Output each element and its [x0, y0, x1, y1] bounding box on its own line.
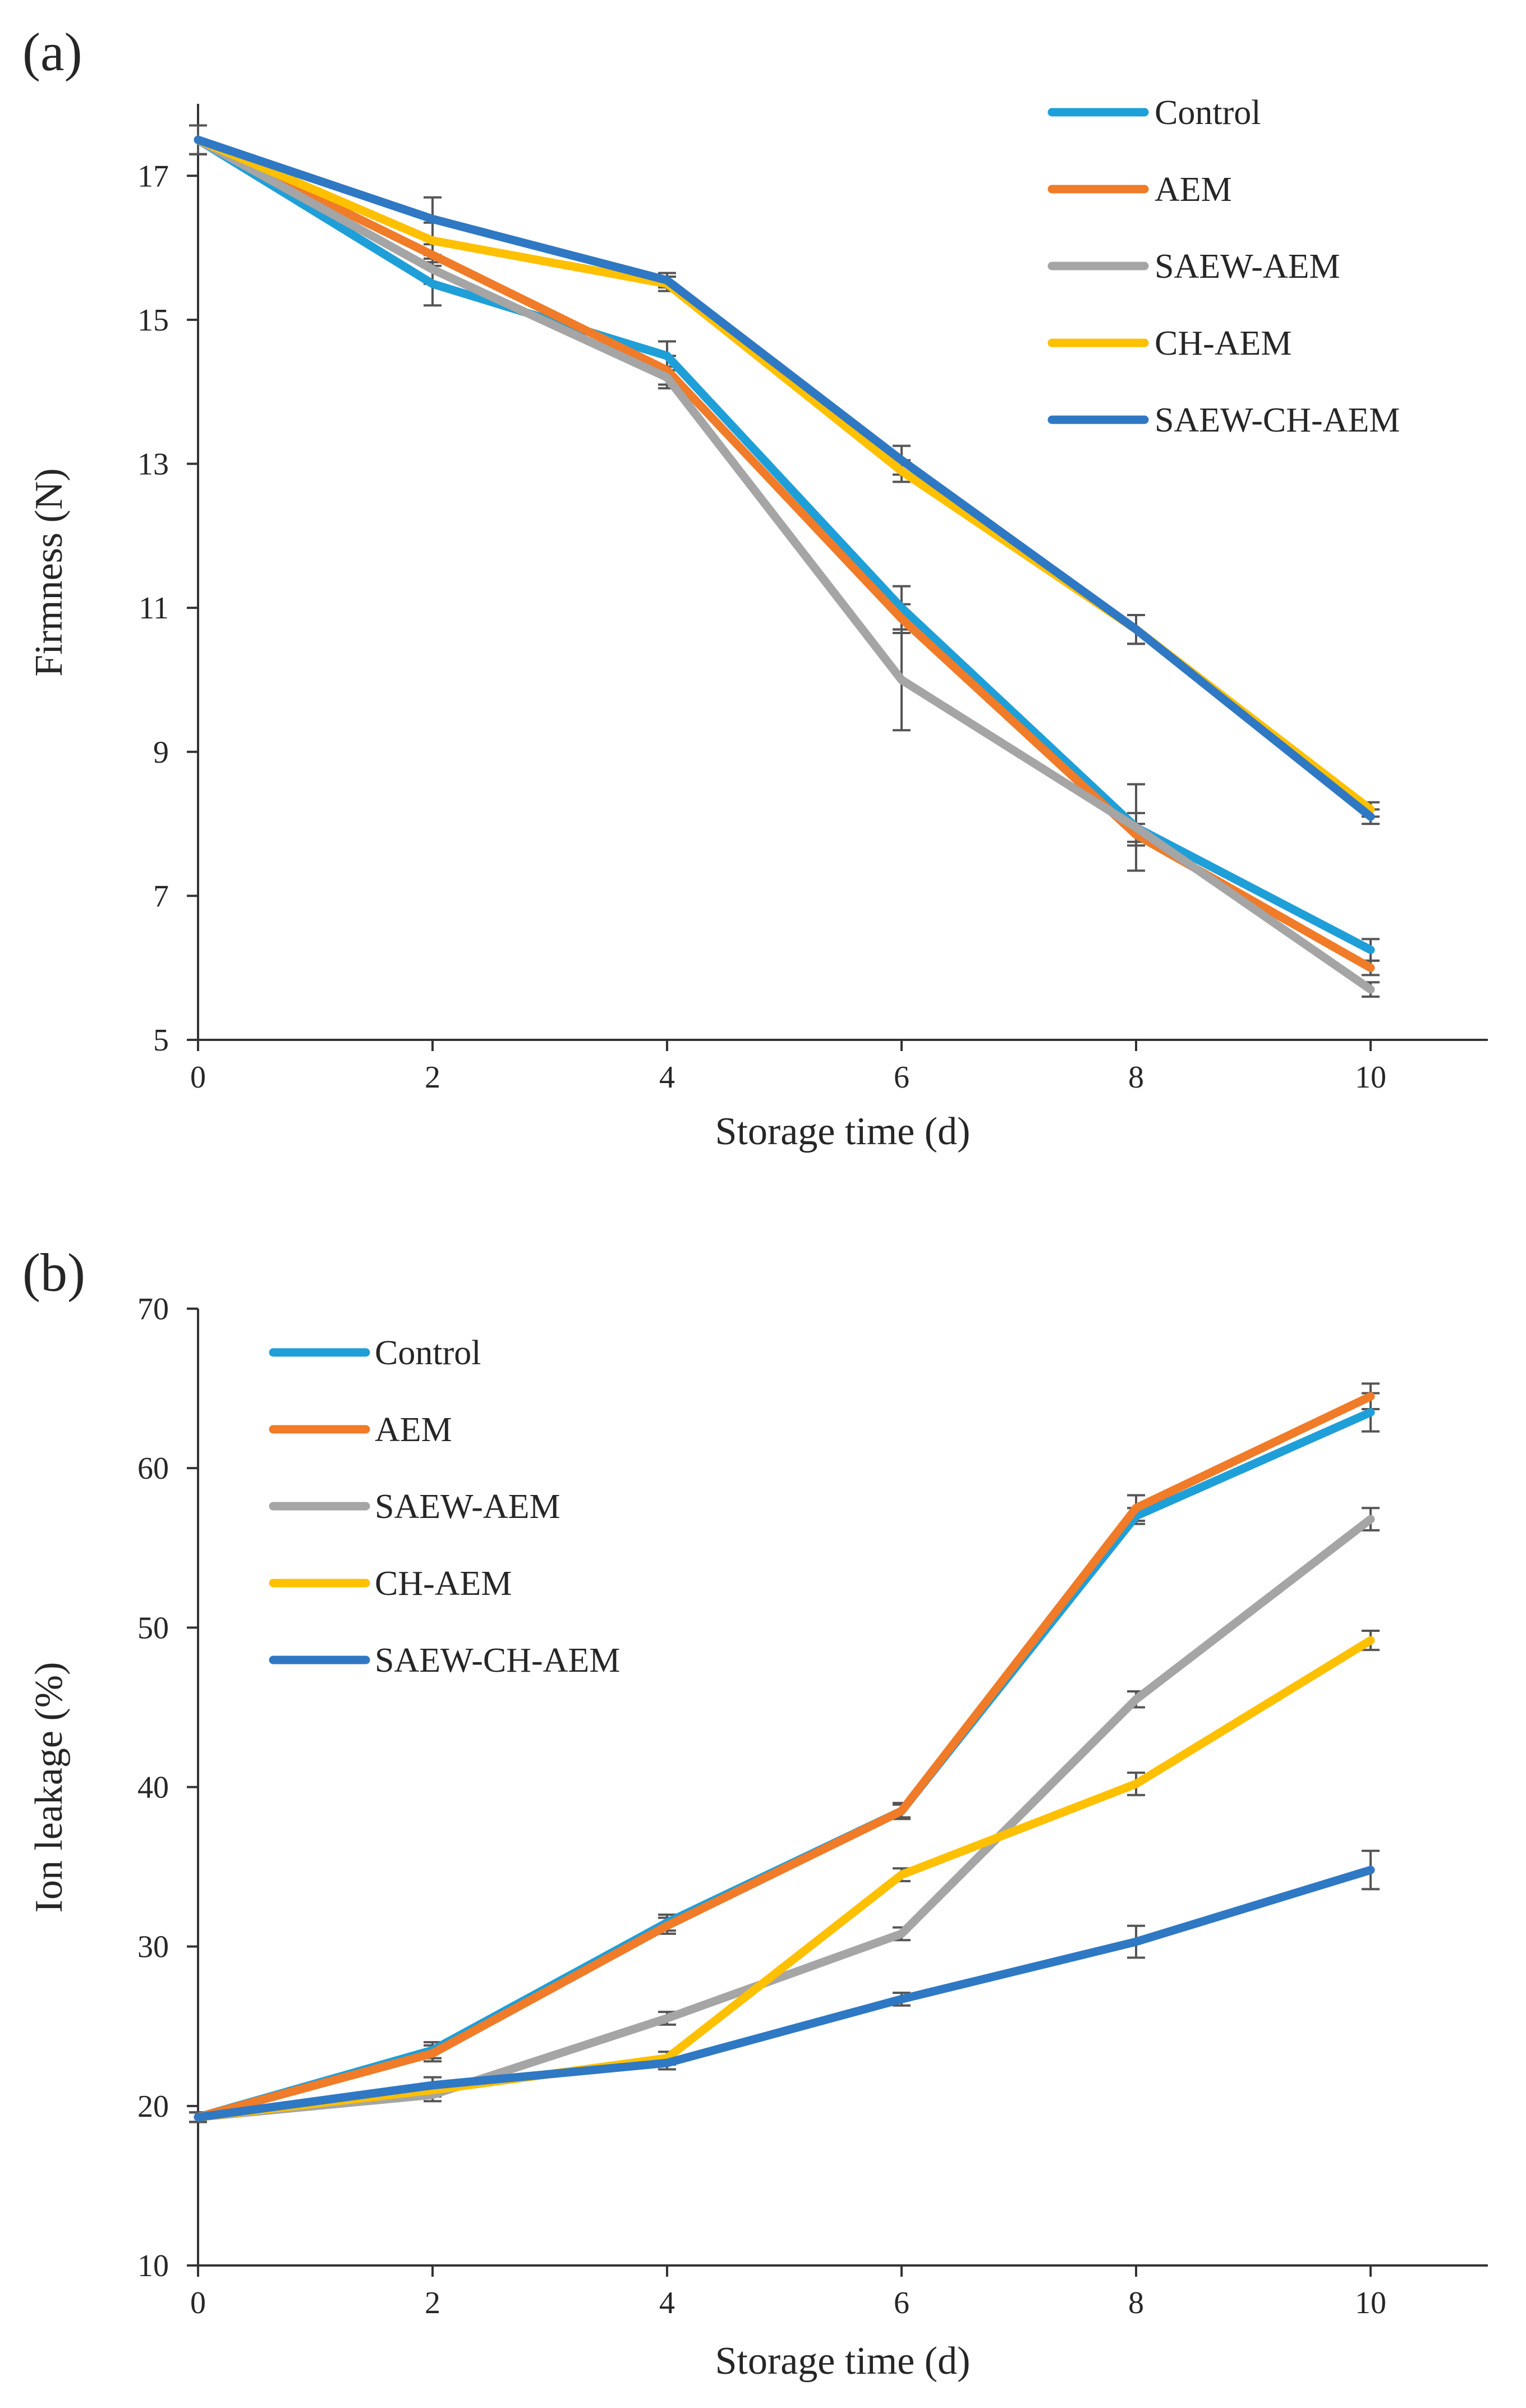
series-line-aem-b	[194, 1392, 1375, 2122]
legend-item-aem: AEM	[269, 1411, 452, 1449]
legend-item-aem: AEM	[1047, 171, 1232, 209]
y-tick-label: 50	[137, 1611, 169, 1645]
legend-label: SAEW-CH-AEM	[1155, 401, 1400, 439]
legend-item-control: Control	[1047, 94, 1261, 132]
y-tick-label: 5	[153, 1023, 169, 1058]
x-tick-label: 2	[425, 2286, 440, 2320]
legend-label: SAEW-CH-AEM	[375, 1641, 620, 1680]
x-tick-label: 10	[1355, 1060, 1386, 1095]
x-tick-label: 4	[659, 1060, 675, 1095]
y-tick-label: 13	[137, 447, 169, 482]
x-tick-label: 0	[190, 2286, 206, 2320]
legend-item-saew-ch-aem: SAEW-CH-AEM	[269, 1641, 620, 1680]
legend-label: CH-AEM	[1155, 324, 1292, 363]
panel-label-a: (a)	[22, 22, 82, 82]
y-tick-label: 17	[137, 159, 169, 194]
legend-label: SAEW-AEM	[1155, 247, 1340, 286]
legend-item-saew-ch-aem: SAEW-CH-AEM	[1047, 401, 1400, 439]
x-tick-label: 4	[659, 2286, 675, 2320]
legend-label: AEM	[1155, 171, 1232, 209]
legend-item-saew-aem: SAEW-AEM	[1047, 247, 1340, 286]
y-tick-label: 60	[137, 1451, 169, 1486]
y-tick-label: 7	[153, 879, 169, 914]
x-axis-title-b: Storage time (d)	[715, 2340, 971, 2383]
legend-item-saew-aem: SAEW-AEM	[269, 1488, 560, 1526]
legend-label: Control	[1155, 94, 1261, 132]
y-tick-label: 9	[153, 735, 169, 770]
y-tick-label: 70	[137, 1292, 169, 1327]
x-tick-label: 0	[190, 1060, 206, 1095]
legend-b: Control AEM SAEW-AEM CH-AEM SAEW-CH-AEM	[269, 1334, 620, 1680]
ticks-a: 5 7 9 11 13 15 17 0 2 4 6 8 10	[137, 159, 1386, 1095]
y-axis-title-b: Ion leakage (%)	[27, 1662, 71, 1913]
legend-item-control: Control	[269, 1334, 481, 1372]
panel-label-b: (b)	[22, 1242, 85, 1302]
x-tick-label: 8	[1128, 2286, 1144, 2320]
x-tick-label: 8	[1128, 1060, 1144, 1095]
legend-a: Control AEM SAEW-AEM CH-AEM SAEW-CH-AEM	[1047, 94, 1400, 439]
legend-label: CH-AEM	[375, 1565, 512, 1603]
x-tick-label: 6	[894, 2286, 909, 2320]
y-tick-label: 11	[139, 591, 169, 626]
x-axis-title-a: Storage time (d)	[715, 1110, 971, 1153]
series-line-saew-ch-aem-a	[194, 135, 1375, 821]
x-tick-label: 2	[425, 1060, 440, 1095]
chart-panel-b: (b) 10 20 30 40 50 60 70 0 2 4 6 8 10 Storage time (…	[22, 1242, 1488, 2383]
legend-item-ch-aem: CH-AEM	[1047, 324, 1292, 363]
series-line-saew-aem-a	[194, 135, 1375, 994]
series-line-control-a	[194, 135, 1375, 955]
series-lines-b	[194, 1392, 1375, 2122]
y-tick-label: 20	[137, 2089, 169, 2124]
ticks-b: 10 20 30 40 50 60 70 0 2 4 6 8 10	[137, 1292, 1386, 2320]
x-tick-label: 10	[1355, 2286, 1386, 2320]
legend-item-ch-aem: CH-AEM	[269, 1565, 512, 1603]
x-tick-label: 6	[894, 1060, 909, 1095]
legend-label: AEM	[375, 1411, 452, 1449]
series-lines-a	[194, 135, 1375, 994]
y-tick-label: 15	[137, 303, 169, 338]
y-tick-label: 30	[137, 1930, 169, 1965]
legend-label: SAEW-AEM	[375, 1488, 560, 1526]
legend-label: Control	[375, 1334, 481, 1372]
series-line-saew-ch-aem-b	[194, 1865, 1375, 2122]
axes-a	[197, 104, 1488, 1041]
y-axis-title-a: Firmness (N)	[27, 468, 71, 676]
y-tick-label: 10	[137, 2249, 169, 2283]
y-tick-label: 40	[137, 1771, 169, 1805]
